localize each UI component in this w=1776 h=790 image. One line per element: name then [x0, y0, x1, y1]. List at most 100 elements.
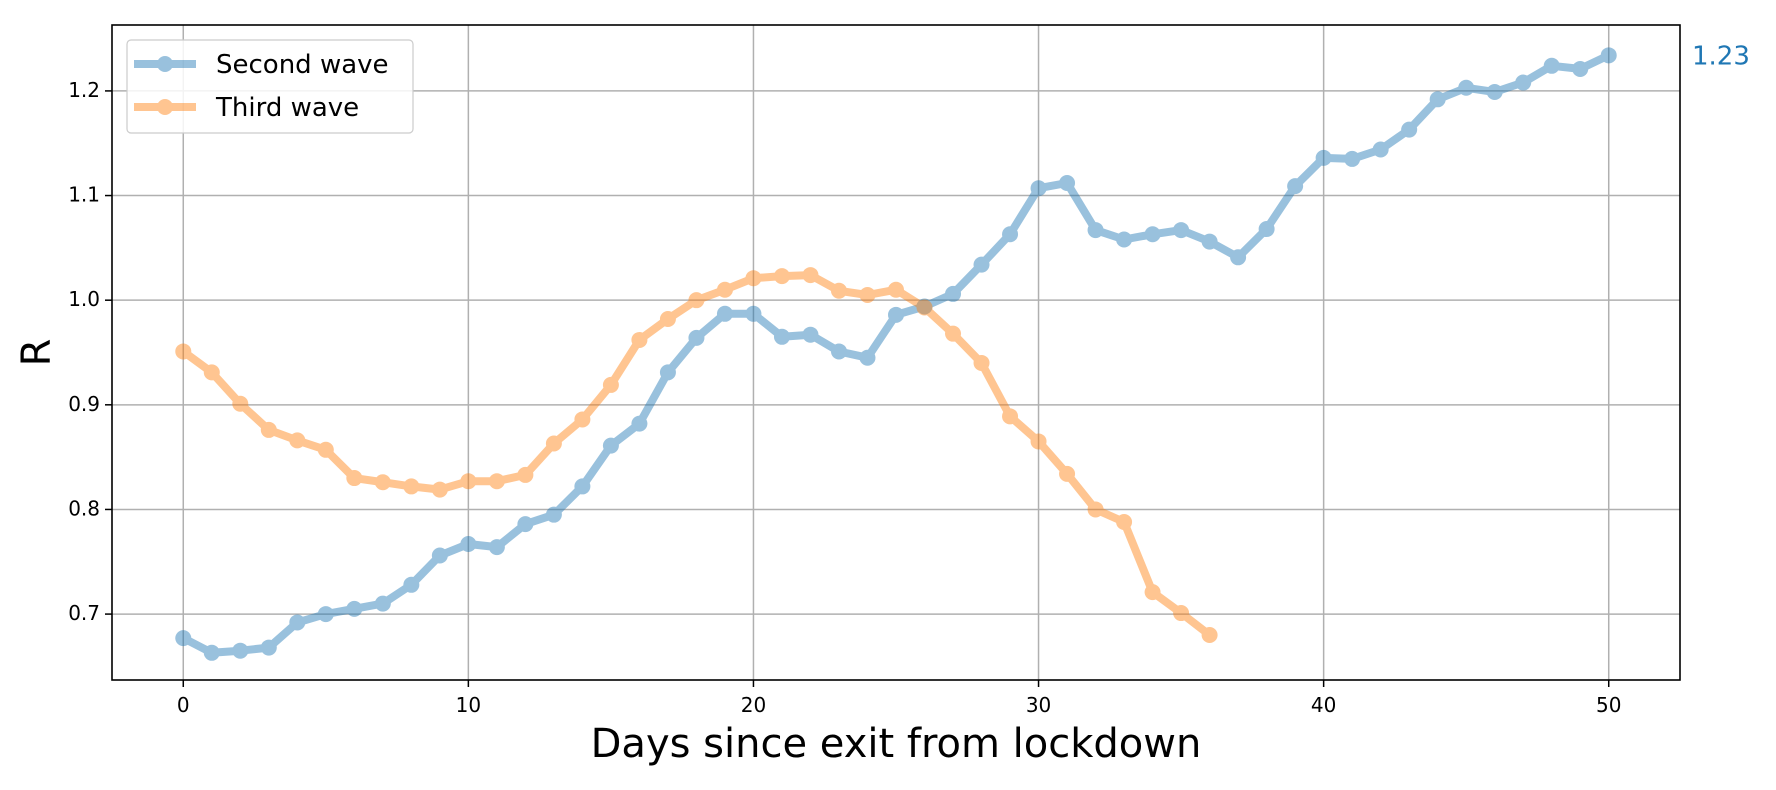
data-point-third-wave: [773, 268, 790, 285]
legend-label: Third wave: [215, 93, 359, 123]
data-point-third-wave: [973, 354, 990, 371]
y-tick-label: 1.0: [68, 287, 100, 311]
data-point-third-wave: [631, 331, 648, 348]
data-point-second-wave: [602, 437, 619, 454]
data-point-second-wave: [175, 630, 192, 647]
data-point-third-wave: [403, 478, 420, 495]
data-point-second-wave: [773, 328, 790, 345]
data-point-third-wave: [460, 473, 477, 490]
data-point-third-wave: [488, 473, 505, 490]
data-point-second-wave: [232, 642, 249, 659]
data-point-second-wave: [203, 644, 220, 661]
data-point-second-wave: [716, 305, 733, 322]
data-point-second-wave: [973, 256, 990, 273]
legend-marker: [157, 56, 173, 72]
series-line-third-wave: [179, 271, 1214, 639]
data-point-second-wave: [1030, 180, 1047, 197]
x-tick-label: 30: [1026, 693, 1051, 717]
legend-item: Third wave: [134, 93, 359, 123]
data-point-third-wave: [859, 286, 876, 303]
legend-item: Second wave: [134, 50, 389, 80]
data-point-third-wave: [916, 299, 933, 316]
data-point-second-wave: [1230, 249, 1247, 266]
end-value-annotation: 1.23: [1692, 41, 1750, 71]
data-point-second-wave: [1486, 83, 1503, 100]
data-point-third-wave: [1002, 408, 1019, 425]
y-tick-label: 0.7: [68, 601, 100, 625]
y-tick-label: 1.2: [68, 78, 100, 102]
data-point-second-wave: [260, 639, 277, 656]
series-third-wave: [175, 267, 1218, 644]
data-point-second-wave: [403, 576, 420, 593]
plot-frame: [111, 24, 1681, 681]
data-point-second-wave: [1600, 47, 1617, 64]
data-point-third-wave: [1201, 627, 1218, 644]
legend-marker: [157, 99, 173, 115]
y-axis-title: R: [14, 339, 60, 367]
data-point-second-wave: [1315, 149, 1332, 166]
data-point-third-wave: [260, 421, 277, 438]
y-tick-label: 0.8: [68, 496, 100, 520]
x-tick-label: 40: [1311, 693, 1336, 717]
data-point-second-wave: [431, 547, 448, 564]
data-point-second-wave: [517, 516, 534, 533]
y-tick-label: 1.1: [68, 183, 100, 207]
data-point-second-wave: [859, 349, 876, 366]
data-point-second-wave: [289, 614, 306, 631]
x-axis-title: Days since exit from lockdown: [591, 721, 1202, 767]
x-tick-label: 20: [741, 693, 766, 717]
data-point-third-wave: [374, 474, 391, 491]
data-point-second-wave: [631, 415, 648, 432]
data-point-second-wave: [1059, 174, 1076, 191]
data-point-third-wave: [802, 267, 819, 284]
data-point-third-wave: [1030, 433, 1047, 450]
data-point-third-wave: [602, 376, 619, 393]
data-point-second-wave: [745, 305, 762, 322]
data-point-second-wave: [1258, 221, 1275, 238]
data-point-second-wave: [1087, 222, 1104, 239]
data-point-second-wave: [1116, 231, 1133, 248]
data-point-second-wave: [830, 343, 847, 360]
data-point-third-wave: [175, 343, 192, 360]
data-point-second-wave: [1572, 60, 1589, 77]
data-point-third-wave: [517, 466, 534, 483]
data-point-second-wave: [945, 285, 962, 302]
y-tick-label: 0.9: [68, 392, 100, 416]
data-point-second-wave: [1401, 121, 1418, 138]
data-point-third-wave: [1087, 501, 1104, 518]
data-point-second-wave: [574, 478, 591, 495]
data-point-third-wave: [545, 435, 562, 452]
data-point-second-wave: [1515, 74, 1532, 91]
legend-label: Second wave: [216, 50, 389, 80]
data-point-second-wave: [802, 326, 819, 343]
data-point-second-wave: [1458, 79, 1475, 96]
data-point-second-wave: [545, 506, 562, 523]
data-point-second-wave: [374, 595, 391, 612]
data-point-second-wave: [1372, 141, 1389, 158]
data-point-third-wave: [830, 282, 847, 299]
data-point-second-wave: [1002, 226, 1019, 243]
series-line-second-wave: [179, 51, 1613, 657]
data-point-third-wave: [317, 441, 334, 458]
data-point-third-wave: [289, 432, 306, 449]
data-point-second-wave: [488, 539, 505, 556]
legend: Second wave Third wave: [126, 39, 414, 134]
data-point-third-wave: [1116, 514, 1133, 531]
data-point-third-wave: [945, 325, 962, 342]
data-point-second-wave: [916, 298, 933, 315]
data-point-second-wave: [688, 329, 705, 346]
series-second-wave: [175, 47, 1617, 661]
data-point-third-wave: [431, 481, 448, 498]
x-tick-label: 50: [1596, 693, 1621, 717]
data-point-second-wave: [1287, 178, 1304, 195]
data-point-second-wave: [346, 600, 363, 617]
data-point-second-wave: [659, 364, 676, 381]
x-tick-label: 10: [456, 693, 481, 717]
legend-swatch: [134, 99, 196, 115]
data-point-third-wave: [346, 470, 363, 487]
data-point-second-wave: [460, 535, 477, 552]
data-point-third-wave: [659, 311, 676, 328]
data-point-third-wave: [203, 364, 220, 381]
series-layer: [175, 47, 1617, 661]
